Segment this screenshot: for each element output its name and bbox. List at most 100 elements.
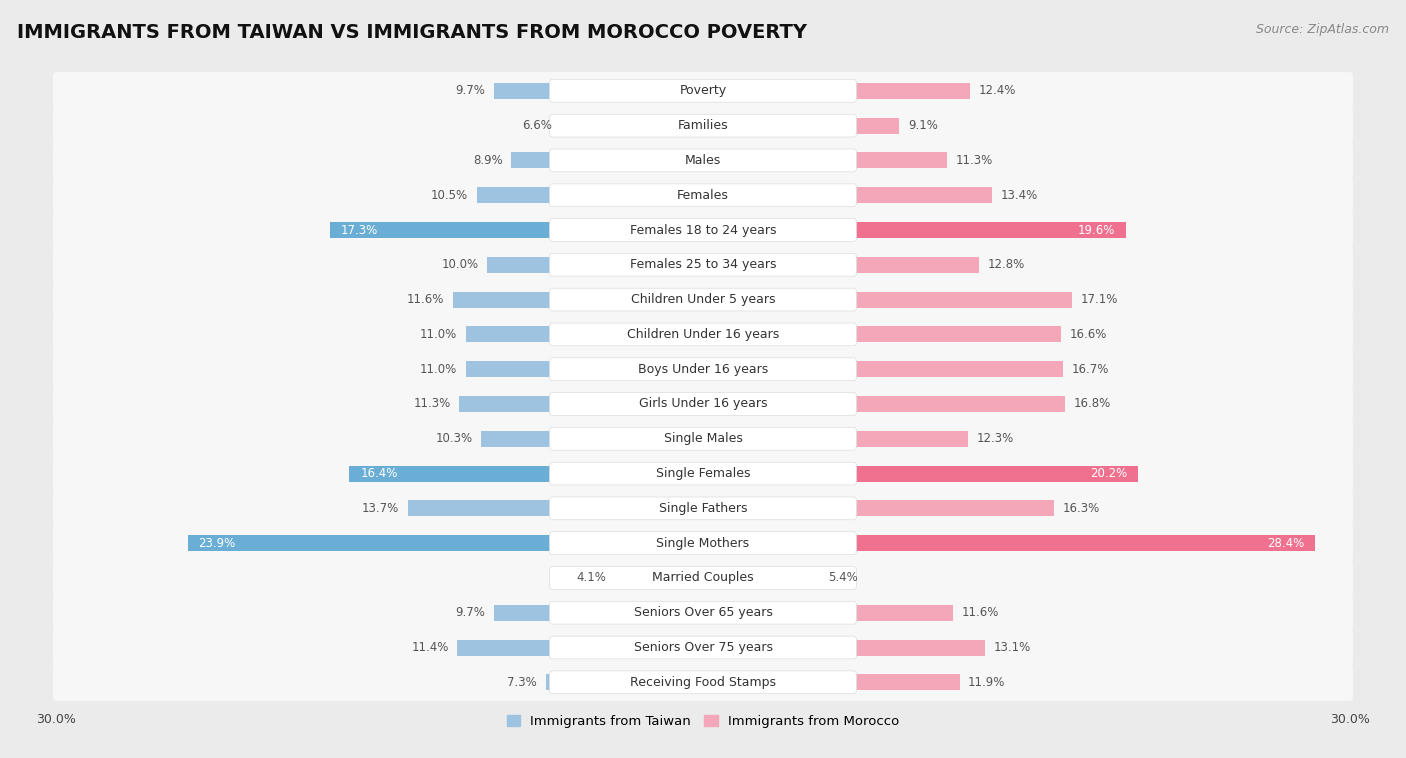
Bar [703, 327, 1062, 343]
Text: 17.3%: 17.3% [340, 224, 378, 236]
Bar [546, 675, 703, 691]
FancyBboxPatch shape [550, 288, 856, 311]
Text: 11.6%: 11.6% [406, 293, 444, 306]
Text: 16.3%: 16.3% [1063, 502, 1101, 515]
Text: 8.9%: 8.9% [472, 154, 502, 167]
Bar [188, 535, 703, 551]
Text: Seniors Over 75 years: Seniors Over 75 years [634, 641, 772, 654]
Bar [703, 361, 1063, 377]
Text: Married Couples: Married Couples [652, 572, 754, 584]
Bar [465, 327, 703, 343]
FancyBboxPatch shape [550, 80, 856, 102]
Bar [330, 222, 703, 238]
FancyBboxPatch shape [53, 420, 1353, 458]
Text: 11.4%: 11.4% [411, 641, 449, 654]
Text: 13.4%: 13.4% [1001, 189, 1038, 202]
FancyBboxPatch shape [53, 211, 1353, 249]
FancyBboxPatch shape [53, 350, 1353, 388]
FancyBboxPatch shape [53, 280, 1353, 318]
Text: Single Fathers: Single Fathers [659, 502, 747, 515]
Text: 4.1%: 4.1% [576, 572, 606, 584]
FancyBboxPatch shape [550, 671, 856, 694]
Text: 13.1%: 13.1% [994, 641, 1031, 654]
Text: Single Males: Single Males [664, 432, 742, 445]
Bar [453, 292, 703, 308]
Legend: Immigrants from Taiwan, Immigrants from Morocco: Immigrants from Taiwan, Immigrants from … [502, 709, 904, 733]
FancyBboxPatch shape [550, 114, 856, 137]
Bar [703, 292, 1071, 308]
FancyBboxPatch shape [550, 184, 856, 207]
FancyBboxPatch shape [53, 628, 1353, 666]
Text: 10.3%: 10.3% [436, 432, 472, 445]
Bar [488, 257, 703, 273]
Text: 13.7%: 13.7% [361, 502, 399, 515]
Text: Males: Males [685, 154, 721, 167]
FancyBboxPatch shape [550, 358, 856, 381]
FancyBboxPatch shape [53, 385, 1353, 423]
Text: 16.4%: 16.4% [360, 467, 398, 480]
Text: 10.5%: 10.5% [430, 189, 468, 202]
Text: 19.6%: 19.6% [1077, 224, 1115, 236]
Text: Families: Families [678, 119, 728, 132]
Text: Boys Under 16 years: Boys Under 16 years [638, 362, 768, 376]
Bar [457, 640, 703, 656]
Bar [703, 605, 953, 621]
Bar [512, 152, 703, 168]
Text: 11.3%: 11.3% [955, 154, 993, 167]
Text: 9.7%: 9.7% [456, 84, 485, 97]
Text: 12.3%: 12.3% [977, 432, 1014, 445]
Text: Females: Females [678, 189, 728, 202]
Text: IMMIGRANTS FROM TAIWAN VS IMMIGRANTS FROM MOROCCO POVERTY: IMMIGRANTS FROM TAIWAN VS IMMIGRANTS FRO… [17, 23, 807, 42]
Bar [703, 640, 986, 656]
Text: 6.6%: 6.6% [522, 119, 553, 132]
FancyBboxPatch shape [53, 107, 1353, 145]
Bar [614, 570, 703, 586]
Text: Single Mothers: Single Mothers [657, 537, 749, 550]
FancyBboxPatch shape [550, 323, 856, 346]
Bar [703, 431, 969, 446]
Text: Children Under 5 years: Children Under 5 years [631, 293, 775, 306]
Text: Females 18 to 24 years: Females 18 to 24 years [630, 224, 776, 236]
Text: 17.1%: 17.1% [1080, 293, 1118, 306]
FancyBboxPatch shape [550, 532, 856, 555]
Text: Girls Under 16 years: Girls Under 16 years [638, 397, 768, 411]
Bar [703, 500, 1054, 516]
Bar [494, 605, 703, 621]
FancyBboxPatch shape [53, 177, 1353, 214]
FancyBboxPatch shape [53, 315, 1353, 353]
Text: 9.1%: 9.1% [908, 119, 938, 132]
Bar [703, 396, 1066, 412]
Text: 11.9%: 11.9% [969, 676, 1005, 689]
FancyBboxPatch shape [550, 253, 856, 276]
Bar [703, 257, 979, 273]
Text: Single Females: Single Females [655, 467, 751, 480]
Text: 7.3%: 7.3% [508, 676, 537, 689]
Bar [494, 83, 703, 99]
Text: Receiving Food Stamps: Receiving Food Stamps [630, 676, 776, 689]
FancyBboxPatch shape [53, 246, 1353, 283]
Text: Source: ZipAtlas.com: Source: ZipAtlas.com [1256, 23, 1389, 36]
Bar [703, 152, 946, 168]
Bar [703, 570, 820, 586]
FancyBboxPatch shape [550, 601, 856, 624]
FancyBboxPatch shape [550, 497, 856, 520]
FancyBboxPatch shape [550, 462, 856, 485]
FancyBboxPatch shape [550, 218, 856, 241]
Bar [561, 117, 703, 133]
Text: 11.0%: 11.0% [420, 328, 457, 341]
Bar [481, 431, 703, 446]
Text: 5.4%: 5.4% [828, 572, 858, 584]
FancyBboxPatch shape [550, 393, 856, 415]
FancyBboxPatch shape [53, 559, 1353, 597]
Text: 16.6%: 16.6% [1070, 328, 1107, 341]
FancyBboxPatch shape [550, 149, 856, 172]
FancyBboxPatch shape [53, 525, 1353, 562]
Text: 16.8%: 16.8% [1074, 397, 1111, 411]
FancyBboxPatch shape [53, 663, 1353, 701]
FancyBboxPatch shape [53, 72, 1353, 110]
FancyBboxPatch shape [550, 636, 856, 659]
FancyBboxPatch shape [53, 594, 1353, 631]
Text: 11.3%: 11.3% [413, 397, 451, 411]
Text: 10.0%: 10.0% [441, 258, 479, 271]
Bar [703, 222, 1126, 238]
